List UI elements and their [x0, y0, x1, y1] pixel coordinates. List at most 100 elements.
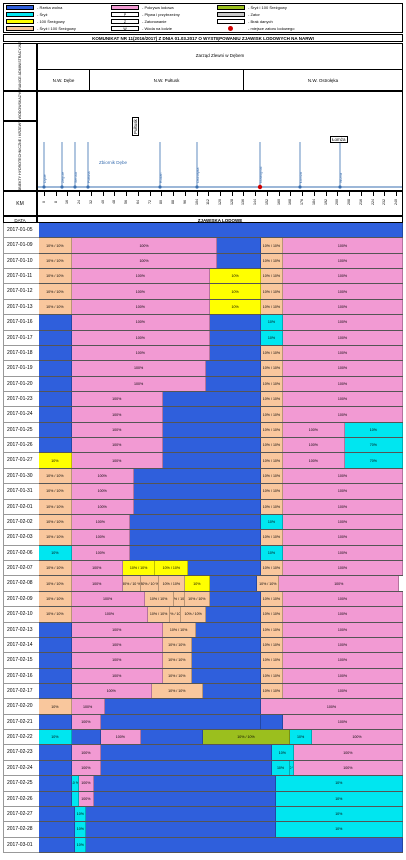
hydro-label-cell: WODOWSKAZY	[3, 91, 37, 121]
ice-cell: 100%	[282, 345, 403, 361]
km-tick	[208, 192, 210, 196]
km-axis: 0 8 16 24 32 40 48 56 64 72 80 88 96 104 112 120 128 136 1…	[37, 191, 403, 216]
ice-cell	[39, 668, 72, 683]
table-row: 10% / 10%100%10% / 10%10% / 10%10% / 10%…	[39, 591, 403, 608]
ice-cell: 10% / 10%	[39, 284, 72, 299]
km-tick-label: 112	[206, 199, 211, 205]
ice-cell: 100%	[79, 791, 94, 806]
gauge-marker	[338, 185, 342, 189]
table-row: 100% 10% / 10% 100%	[39, 345, 403, 362]
ice-cell: 100%	[282, 453, 345, 468]
ice-cell: 10%	[271, 760, 291, 776]
table-row: 100%10%10 %100%	[39, 760, 403, 777]
gauge-marker	[195, 185, 199, 189]
km-tick-label: 168	[288, 199, 293, 205]
ice-cell: 10 %	[290, 760, 294, 776]
admin-cell-pultusk: N.W. Pułtusk	[90, 70, 244, 91]
ice-cell: 100%	[282, 714, 403, 730]
km-tick	[302, 192, 304, 196]
table-row: 100% 10% / 10% 100%	[39, 407, 403, 423]
ice-cell	[202, 683, 262, 699]
table-row: 10% / 10% 100% 10% / 10% 100%	[39, 499, 403, 515]
ice-cell: 10% / 10%	[184, 591, 211, 607]
ice-cell	[39, 776, 72, 791]
ice-cell: 100%	[282, 253, 403, 269]
ice-cell	[210, 345, 262, 361]
ice-cell: 10 %	[71, 776, 80, 791]
ice-cell: 10% / 10%	[162, 622, 196, 637]
red-marker-icon	[228, 26, 233, 31]
ice-cell: 10%	[39, 545, 72, 561]
km-tick-label: 8	[53, 201, 58, 203]
ice-cell: 80% / 10 %	[122, 576, 141, 591]
date-cell: 2017-01-11	[3, 269, 39, 285]
km-tick-label: 160	[276, 199, 281, 205]
ice-cell	[217, 253, 262, 269]
ice-cell: 100%	[282, 591, 403, 607]
legend-swatch	[217, 12, 245, 17]
ice-cell: 10%	[75, 806, 87, 822]
date-cell: 2017-02-28	[3, 822, 39, 838]
ice-cell: 10% / 10%	[148, 607, 171, 622]
legend-swatch: P	[111, 12, 139, 17]
date-cell: 2017-02-26	[3, 791, 39, 807]
city-label-pultusk: Pułtusk	[132, 117, 139, 136]
ice-cell	[104, 699, 262, 714]
ice-cell	[39, 438, 72, 453]
ice-cell	[39, 760, 72, 776]
ice-cell	[210, 576, 258, 591]
ice-cell	[39, 223, 403, 238]
ice-cell: 100%	[71, 315, 211, 330]
legend-label: - Pokrywa lodowa	[142, 5, 174, 10]
ice-cell	[71, 730, 101, 745]
ice-cell: 10%	[275, 806, 403, 822]
ice-cell: 100%	[100, 730, 141, 745]
km-tick	[243, 192, 245, 196]
km-tick-label: 88	[171, 200, 176, 204]
ice-cell: 10% / 10%	[39, 499, 72, 514]
date-cell: 2017-01-10	[3, 253, 39, 270]
ice-cell: 10%	[75, 837, 87, 852]
ice-cell: 10% / 10%	[261, 637, 283, 653]
km-tick-label: 16	[65, 200, 70, 204]
table-row: 10% / 10% 100% 10% 10% / 10% 100%	[39, 284, 403, 300]
km-tick	[55, 192, 57, 196]
ice-cell	[210, 591, 262, 607]
table-row: 10% / 10% 100% 10% 10% / 10% 100%	[39, 269, 403, 285]
table-row: 10% 100% 10% 100%	[39, 545, 403, 562]
ice-cell: 10% / 10%	[39, 253, 72, 269]
km-tick-label: 128	[229, 199, 234, 205]
km-tick-label: 24	[77, 200, 82, 204]
ice-cell: 100%	[71, 561, 123, 576]
table-row: 100% 10% / 10% 10% / 10% 100%	[39, 637, 403, 654]
ice-cell: 100%	[282, 315, 403, 330]
ice-cell	[191, 653, 262, 668]
km-tick-label: 48	[112, 200, 117, 204]
gauge-marker	[73, 185, 77, 189]
date-label: DATA	[3, 216, 37, 223]
date-cell: 2017-01-24	[3, 407, 39, 423]
ice-cell	[86, 806, 276, 822]
table-row: 10% 100% 10% / 10% 10% 100%	[39, 730, 403, 746]
ice-cell	[39, 345, 72, 361]
ice-cell: 10%	[261, 330, 283, 345]
ice-cell: 100%	[71, 653, 163, 668]
km-tick-label: 200	[335, 199, 340, 205]
ice-cell: 100%	[71, 637, 163, 653]
table-row: 100% 10% / 10% 100% 10%	[39, 422, 403, 439]
legend-label: - Woda na lodzie	[142, 26, 172, 31]
ice-cell	[162, 407, 262, 422]
ice-cell: 10% / 10%	[261, 561, 283, 576]
legend: - Rzeka wolna - Śryż - 100 Śreżgowy - Śryż …	[3, 3, 403, 33]
legend-swatch	[217, 19, 245, 24]
ice-cell: 100%	[282, 376, 403, 392]
km-tick	[90, 192, 92, 196]
km-tick	[313, 192, 315, 196]
river-profile: Dębe Zegrze Serock Pułtusk Różan Ostrołęka Now…	[37, 91, 403, 191]
date-cell: 2017-01-27	[3, 453, 39, 469]
ice-cell	[39, 837, 76, 852]
ice-cell: 10% / 10%	[39, 238, 72, 253]
gauge-label: Nowogród	[259, 167, 263, 183]
table-row: 10% / 10% 100% 10% / 10% 100%	[39, 238, 403, 254]
ice-cell: 10%	[261, 545, 283, 561]
